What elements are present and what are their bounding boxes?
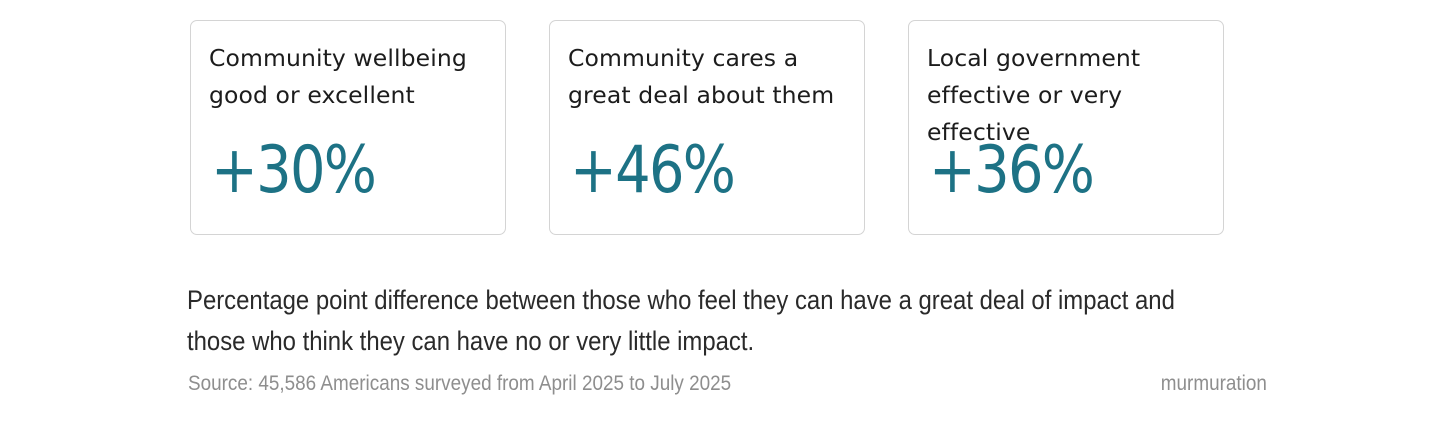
stat-cards: Community wellbeing good or excellent +3… <box>190 20 1267 238</box>
source-note: Source: 45,586 Americans surveyed from A… <box>188 372 732 395</box>
stat-card-label: Community wellbeing good or excellent <box>209 44 467 109</box>
stat-card-community-wellbeing: Community wellbeing good or excellent +3… <box>190 20 506 235</box>
stat-card-local-government: Local government effective or very effec… <box>908 20 1224 235</box>
stat-card-value: +46% <box>570 133 736 208</box>
stat-card-value: +30% <box>211 133 377 208</box>
chart-caption: Percentage point difference between thos… <box>187 285 1175 356</box>
stat-card-label: Local government effective or very effec… <box>927 44 1141 146</box>
brand-wordmark: murmuration <box>1160 372 1267 395</box>
stat-card-value: +36% <box>929 133 1095 208</box>
stat-card-community-cares: Community cares a great deal about them … <box>549 20 865 235</box>
stat-card-label: Community cares a great deal about them <box>568 44 835 109</box>
